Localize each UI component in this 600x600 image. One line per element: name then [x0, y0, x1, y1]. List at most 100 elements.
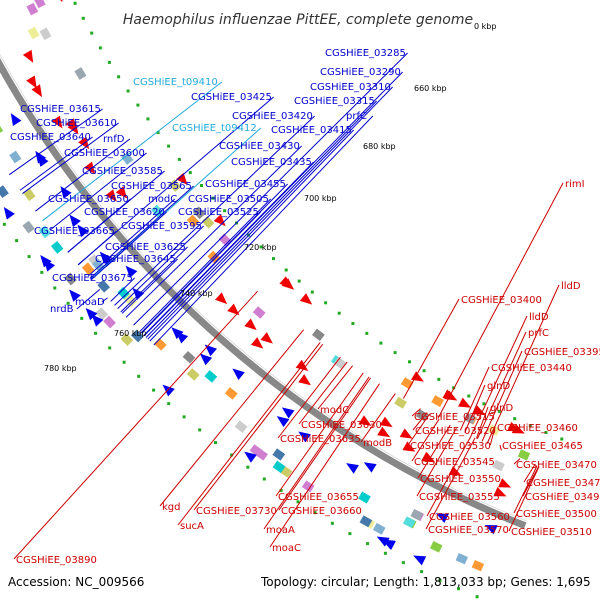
feature-block[interactable] — [81, 262, 95, 276]
gene-label[interactable]: moaC — [272, 543, 301, 554]
feature-block[interactable] — [358, 491, 371, 504]
feature-block[interactable] — [0, 122, 4, 136]
gene-label[interactable]: prfC — [346, 111, 367, 122]
feature-block[interactable] — [95, 307, 109, 320]
forward-gene-arrow[interactable] — [241, 448, 257, 463]
feature-block[interactable] — [394, 396, 407, 409]
gene-label[interactable]: CGSHiEE_03635 — [280, 434, 361, 445]
gene-label[interactable]: CGSHiEE_03285 — [325, 48, 406, 59]
feature-block[interactable] — [201, 215, 215, 229]
gene-label[interactable]: CGSHiEE_03675 — [52, 273, 133, 284]
gene-label[interactable]: CGSHiEE_03620 — [84, 207, 165, 218]
feature-block[interactable] — [372, 522, 386, 535]
forward-gene-arrow[interactable] — [343, 459, 359, 474]
gene-label[interactable]: CGSHiEE_03550 — [420, 474, 501, 485]
forward-gene-arrow[interactable] — [159, 381, 175, 397]
feature-block[interactable] — [492, 459, 505, 472]
reverse-gene-arrow[interactable] — [84, 161, 99, 178]
gene-label[interactable]: CGSHiEE_03290 — [320, 67, 401, 78]
gene-label[interactable]: glnD — [487, 381, 510, 392]
trna-label[interactable]: CGSHiEE_t09410 — [133, 77, 218, 88]
reverse-gene-arrow[interactable] — [52, 0, 66, 4]
forward-gene-arrow[interactable] — [361, 458, 377, 473]
gene-label[interactable]: CGSHiEE_03475 — [526, 478, 600, 489]
reverse-gene-arrow[interactable] — [410, 371, 426, 386]
feature-block[interactable] — [234, 420, 248, 433]
forward-gene-arrow[interactable] — [483, 520, 498, 535]
gene-label[interactable]: CGSHiEE_03530 — [410, 441, 491, 452]
feature-block[interactable] — [249, 444, 263, 457]
forward-gene-arrow[interactable] — [56, 183, 72, 199]
gene-label[interactable]: CGSHiEE_03470 — [516, 460, 597, 471]
forward-gene-arrow[interactable] — [40, 256, 56, 272]
gene-label[interactable]: CGSHiEE_03585 — [82, 166, 163, 177]
gene-label[interactable]: CGSHiEE_03630 — [301, 420, 382, 431]
feature-block[interactable] — [39, 27, 52, 41]
feature-block[interactable] — [272, 460, 286, 473]
gene-label[interactable]: CGSHiEE_03730 — [196, 506, 277, 517]
feature-block[interactable] — [150, 204, 164, 218]
reverse-gene-arrow[interactable] — [298, 374, 314, 389]
feature-block[interactable] — [27, 26, 40, 40]
reverse-gene-arrow[interactable] — [377, 426, 392, 442]
feature-block[interactable] — [0, 185, 9, 198]
feature-block[interactable] — [455, 553, 469, 565]
gene-label[interactable]: CGSHiEE_03415 — [271, 125, 352, 136]
feature-block[interactable] — [429, 541, 443, 553]
feature-block[interactable] — [517, 449, 531, 461]
gene-label[interactable]: moaD — [75, 297, 105, 308]
forward-gene-arrow[interactable] — [7, 110, 22, 126]
gene-label[interactable]: kgd — [162, 502, 181, 513]
feature-block[interactable] — [204, 370, 218, 383]
feature-block[interactable] — [131, 329, 144, 343]
gene-label[interactable]: CGSHiEE_03600 — [64, 148, 145, 159]
gene-label[interactable]: CGSHiEE_03515 — [414, 412, 495, 423]
feature-block[interactable] — [186, 214, 200, 228]
gene-label[interactable]: CGSHiEE_03565 — [111, 181, 192, 192]
feature-block[interactable] — [103, 315, 116, 329]
forward-gene-arrow[interactable] — [279, 403, 295, 419]
reverse-gene-arrow[interactable] — [22, 49, 38, 65]
feature-block[interactable] — [120, 152, 134, 165]
feature-block[interactable] — [471, 560, 485, 572]
feature-block[interactable] — [74, 67, 87, 80]
forward-gene-arrow[interactable] — [66, 211, 81, 228]
reverse-gene-arrow[interactable] — [51, 115, 67, 132]
gene-label[interactable]: prfC — [528, 328, 549, 339]
gene-label[interactable]: CGSHiEE_03610 — [36, 118, 117, 129]
gene-label[interactable]: CGSHiEE_03435 — [231, 157, 312, 168]
gene-label[interactable]: CGSHiEE_03425 — [191, 92, 272, 103]
forward-gene-arrow[interactable] — [122, 262, 138, 278]
gene-label[interactable]: modC — [320, 405, 349, 416]
gene-label[interactable]: CGSHiEE_03460 — [497, 423, 578, 434]
forward-gene-arrow[interactable] — [434, 509, 449, 524]
reverse-gene-arrow[interactable] — [358, 415, 374, 430]
reverse-gene-arrow[interactable] — [399, 428, 415, 443]
trna-label[interactable]: CGSHiEE_t09412 — [172, 123, 257, 134]
gene-label[interactable]: CGSHiEE_03555 — [419, 492, 500, 503]
reverse-gene-arrow[interactable] — [511, 423, 527, 438]
feature-block[interactable] — [218, 233, 232, 247]
reverse-gene-arrow[interactable] — [421, 451, 436, 466]
reverse-gene-arrow[interactable] — [227, 303, 243, 319]
gene-label[interactable]: CGSHiEE_03665 — [34, 226, 115, 237]
gene-label[interactable]: CGSHiEE_03505 — [188, 194, 269, 205]
forward-gene-arrow[interactable] — [74, 221, 89, 238]
feature-block[interactable] — [23, 188, 36, 202]
forward-gene-arrow[interactable] — [274, 412, 290, 428]
feature-block[interactable] — [272, 448, 286, 461]
reverse-gene-arrow[interactable] — [458, 397, 473, 412]
gene-label[interactable]: CGSHiEE_03655 — [278, 492, 359, 503]
gene-label[interactable]: CGSHiEE_03440 — [491, 363, 572, 374]
forward-gene-arrow[interactable] — [173, 328, 189, 344]
forward-gene-arrow[interactable] — [65, 286, 81, 302]
gene-label[interactable]: CGSHiEE_03420 — [232, 111, 313, 122]
feature-block[interactable] — [26, 2, 39, 16]
reverse-gene-arrow[interactable] — [175, 172, 191, 189]
gene-label[interactable]: CGSHiEE_03395 — [524, 347, 600, 358]
forward-gene-arrow[interactable] — [196, 350, 213, 366]
reverse-gene-arrow[interactable] — [498, 478, 513, 492]
feature-block[interactable] — [64, 272, 77, 286]
forward-gene-arrow[interactable] — [129, 284, 145, 300]
feature-block[interactable] — [168, 179, 182, 192]
